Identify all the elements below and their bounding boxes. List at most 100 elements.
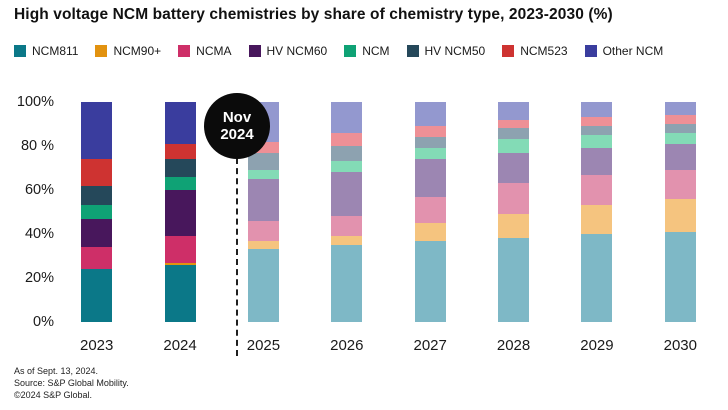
segment-ncm811-2028 xyxy=(498,238,530,322)
segment-hv-ncm60-2027 xyxy=(414,159,446,197)
segment-ncm523-2028 xyxy=(498,119,530,129)
segment-hv-ncm60-2029 xyxy=(581,148,613,175)
segment-other-ncm-2024 xyxy=(164,102,196,144)
segment-hv-ncm60-2024 xyxy=(164,190,196,237)
legend-item-ncma: NCMA xyxy=(178,44,232,58)
segment-ncm523-2030 xyxy=(664,115,696,125)
y-axis-tick-100: 100% xyxy=(16,94,54,110)
segment-ncm90-2027 xyxy=(414,223,446,241)
segment-other-ncm-2027 xyxy=(414,102,446,127)
segment-hv-ncm50-2026 xyxy=(331,146,363,162)
segment-other-ncm-2028 xyxy=(498,102,530,120)
legend-item-hv-ncm60: HV NCM60 xyxy=(248,44,328,58)
segment-ncm-2026 xyxy=(331,161,363,173)
y-axis-tick-40: 40% xyxy=(24,226,54,242)
y-axis-tick-20: 20% xyxy=(24,270,54,286)
legend-swatch-ncm90 xyxy=(95,45,108,57)
segment-ncm90-2024 xyxy=(164,262,196,265)
legend-item-ncm523: NCM523 xyxy=(502,44,568,58)
legend: NCM811 NCM90+ NCMA HV NCM60 NCM HV NCM50 NCM52… xyxy=(14,44,663,58)
legend-swatch-hv-ncm50 xyxy=(406,45,419,57)
x-axis-label-2025: 2025 xyxy=(246,337,281,354)
bar-2026 xyxy=(331,102,363,322)
legend-label-ncm811: NCM811 xyxy=(32,44,79,58)
x-axis-label-2023: 2023 xyxy=(80,337,114,354)
segment-ncm523-2027 xyxy=(414,126,446,138)
legend-item-hv-ncm50: HV NCM50 xyxy=(406,44,486,58)
segment-hv-ncm60-2028 xyxy=(498,152,530,184)
segment-ncm811-2023 xyxy=(81,269,113,322)
segment-ncm-2030 xyxy=(664,132,696,144)
segment-hv-ncm50-2023 xyxy=(81,185,113,206)
badge-month: Nov xyxy=(222,109,252,126)
segment-ncma-2023 xyxy=(81,247,113,270)
legend-label-hv-ncm60: HV NCM60 xyxy=(266,44,328,58)
segment-ncm90-2028 xyxy=(498,214,530,239)
segment-other-ncm-2029 xyxy=(581,102,613,118)
segment-hv-ncm50-2025 xyxy=(247,152,279,171)
y-axis-tick-0: 0% xyxy=(33,314,54,330)
segment-ncm-2023 xyxy=(81,205,113,219)
segment-other-ncm-2023 xyxy=(81,102,113,160)
bar-2024 xyxy=(164,102,196,322)
bar-2030 xyxy=(664,102,696,322)
badge-year: 2024 xyxy=(220,126,254,143)
x-axis-label-2024: 2024 xyxy=(163,337,197,354)
segment-other-ncm-2026 xyxy=(331,102,363,133)
legend-item-other-ncm: Other NCM xyxy=(584,44,664,58)
bar-2023 xyxy=(81,102,113,322)
x-axis-label-2029: 2029 xyxy=(580,337,614,354)
as-of-date: As of Sept. 13, 2024. xyxy=(14,366,99,376)
segment-ncm-2027 xyxy=(414,148,446,160)
segment-hv-ncm50-2030 xyxy=(664,124,696,133)
segment-ncm90-2026 xyxy=(331,236,363,245)
x-axis-label-2027: 2027 xyxy=(413,337,447,354)
segment-other-ncm-2030 xyxy=(664,102,696,116)
segment-ncma-2027 xyxy=(414,196,446,224)
chart-title: High voltage NCM battery chemistries by … xyxy=(14,6,613,23)
y-axis-tick-60: 60% xyxy=(24,182,54,198)
footer: As of Sept. 13, 2024. Source: S&P Global… xyxy=(14,365,129,401)
segment-hv-ncm50-2024 xyxy=(164,159,196,177)
segment-ncm523-2024 xyxy=(164,143,196,160)
legend-swatch-ncm xyxy=(344,45,357,57)
segment-ncm-2028 xyxy=(498,139,530,153)
segment-ncm811-2027 xyxy=(414,240,446,322)
segment-hv-ncm50-2028 xyxy=(498,128,530,140)
segment-ncma-2025 xyxy=(247,220,279,241)
bar-2028 xyxy=(498,102,530,322)
legend-label-other-ncm: Other NCM xyxy=(602,44,664,58)
copyright-line: ©2024 S&P Global. xyxy=(14,390,93,400)
segment-ncm811-2025 xyxy=(247,249,279,322)
segment-ncm811-2024 xyxy=(164,264,196,322)
legend-label-hv-ncm50: HV NCM50 xyxy=(424,44,486,58)
legend-swatch-hv-ncm60 xyxy=(248,45,261,57)
segment-ncm811-2030 xyxy=(664,231,696,322)
legend-label-ncma: NCMA xyxy=(196,44,232,58)
segment-ncma-2029 xyxy=(581,174,613,206)
segment-ncm811-2026 xyxy=(331,245,363,322)
segment-ncm523-2023 xyxy=(81,159,113,186)
x-axis-label-2026: 2026 xyxy=(330,337,364,354)
x-axis-label-2028: 2028 xyxy=(496,337,531,354)
bar-2027 xyxy=(414,102,446,322)
forecast-date-badge: Nov 2024 xyxy=(204,93,270,159)
legend-label-ncm: NCM xyxy=(362,44,390,58)
segment-hv-ncm60-2030 xyxy=(664,143,696,171)
segment-ncm-2029 xyxy=(581,135,613,149)
legend-item-ncm90: NCM90+ xyxy=(95,44,161,58)
segment-ncm-2025 xyxy=(247,170,279,180)
segment-ncm523-2026 xyxy=(331,132,363,147)
legend-swatch-other-ncm xyxy=(584,45,597,57)
segment-ncma-2028 xyxy=(498,183,530,215)
segment-ncm90-2025 xyxy=(247,240,279,250)
segment-ncm90-2030 xyxy=(664,198,696,232)
segment-ncm523-2029 xyxy=(581,117,613,127)
bar-2029 xyxy=(581,102,613,322)
segment-ncm811-2029 xyxy=(581,234,613,322)
legend-item-ncm811: NCM811 xyxy=(14,44,78,58)
y-axis-tick-80: 80 % xyxy=(20,138,54,154)
legend-swatch-ncma xyxy=(178,45,191,57)
x-axis-label-2030: 2030 xyxy=(663,337,697,354)
